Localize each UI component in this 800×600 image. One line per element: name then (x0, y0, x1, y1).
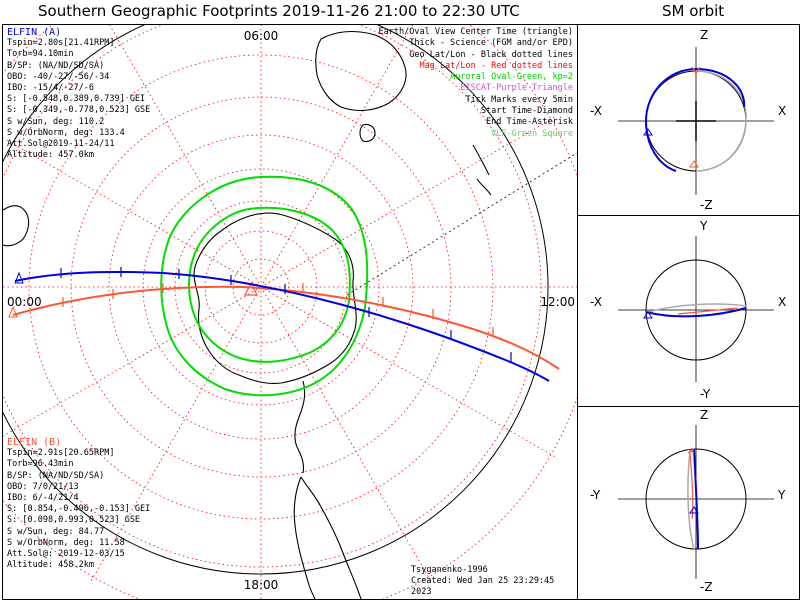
elfin-b-info-line: S w/OrbNorm, deg: 11.58 (7, 537, 125, 548)
elfin-a-info: ELFIN (A) Tspin=2.80s[21.41RPM] Torb=94.1… (7, 27, 150, 161)
legend-entry: End Time-Asterisk (486, 117, 573, 128)
sm-xy-canvas: Y -Y -X X (590, 219, 786, 401)
elfin-a-info-line: Torb=94.10min (7, 49, 74, 60)
earth-limb (3, 25, 549, 575)
clock-label-right: 12:00 (540, 295, 575, 309)
legend-entry: Auroral Oval-Green, kp=2 (450, 72, 573, 83)
elfin-a-info-line: S: [-0.349,-0.778,0.523] GSE (7, 105, 151, 116)
clock-label-top: 06:00 (244, 29, 279, 43)
elfin-b-info-line: Altitude: 458.2km (7, 560, 94, 571)
elfin-b-center-triangle (244, 281, 258, 296)
created-label: Created: Wed Jan 25 23:29:45 2023 (411, 576, 555, 597)
sm2-label-bottom: -Y (700, 387, 711, 401)
elfin-b-track (12, 285, 560, 370)
elfin-b-lines: Tspin=2.91s[20.65RPM] Torb=96.43min B/SP: … (7, 448, 150, 571)
new-zealand-outline (472, 144, 492, 196)
sm-yz-canvas: Z -Z -Y Y (590, 408, 786, 594)
elfin-a-ticks (60, 267, 512, 362)
map-canvas: 06:00 00:00 12:00 18:00 (3, 25, 577, 599)
elfin-a-info-line: IBO: -15/4/-27/-6 (7, 83, 94, 94)
sm-orbit-yz-panel: Z -Z -Y Y (577, 406, 800, 600)
main-title: Southern Geographic Footprints 2019-11-2… (38, 2, 520, 20)
legend-entry: EISCAT-Purple Triangle (460, 83, 573, 94)
legend-entry: Earth/Oval View Center Time (triangle) (378, 27, 573, 37)
auroral-oval-outer (160, 175, 369, 397)
clock-label-left: 00:00 (7, 295, 42, 309)
sm3-label-left: -Y (590, 488, 601, 502)
africa-outline (3, 205, 30, 247)
sm-xz-canvas: Z -Z -X X (590, 28, 786, 212)
australia-outline (315, 30, 407, 112)
elfin-b-start-marker (8, 305, 18, 318)
elfin-b-info-line: Tspin=2.91s[20.65RPM] (7, 448, 115, 459)
auroral-oval-inner (188, 206, 351, 363)
sm1-label-top: Z (700, 28, 708, 42)
elfin-b-info-line: S: [0.098,0.993,0.523] GSE (7, 515, 141, 526)
sm3-label-top: Z (700, 408, 708, 422)
sm1-label-left: -X (590, 104, 602, 118)
model-label: Tsyganenko-1996 (411, 565, 488, 575)
clock-label-bottom: 18:00 (244, 578, 279, 592)
elfin-b-ticks (62, 283, 494, 337)
elfin-b-info-line: Att.Sol@: 2019-12-03/15 (7, 549, 125, 560)
elfin-b-info-line: IBO: 6/-4/21/4 (7, 493, 79, 504)
sm3-label-right: Y (777, 488, 786, 502)
elfin-b-info-line: Torb=96.43min (7, 459, 74, 470)
sm-orbit-xz-panel: Z -Z -X X (577, 24, 800, 216)
elfin-a-name: ELFIN (A) (7, 27, 62, 38)
elfin-a-info-line: S w/Sun, deg: 110.2 (7, 116, 105, 127)
elfin-a-start-marker (14, 271, 24, 284)
elfin-a-track (14, 270, 550, 382)
elfin-b-name: ELFIN (B) (7, 437, 62, 448)
elfin-a-info-line: S: [-0.548,0.389,0.739] GEI (7, 94, 146, 105)
tasmania-outline (359, 123, 376, 143)
elfin-b-info: ELFIN (B) Tspin=2.91s[20.65RPM] Torb=96.4… (7, 437, 150, 571)
sm-orbit-xy-panel: Y -Y -X X (577, 215, 800, 407)
footprint-map: 06:00 00:00 12:00 18:00 ELFIN (A) Tspin=… (2, 24, 578, 600)
antarctica-outline (193, 212, 357, 384)
south-america-outline (293, 476, 362, 599)
elfin-b-info-line: OBO: 7/0/21/13 (7, 481, 79, 492)
elfin-a-info-line: Att.Sol@2019-11-24/11 (7, 139, 115, 150)
elfin-a-info-line: OBO: -40/-27/-56/-34 (7, 71, 110, 82)
legend-entry: Start Time-Diamond (480, 106, 573, 117)
legend-entry: Tick Marks every 5min (465, 94, 573, 105)
map-legend: Earth/Oval View Center Time (triangle) Th… (379, 27, 573, 140)
sm-orbit-title: SM orbit (662, 2, 725, 20)
sm2-label-top: Y (699, 219, 708, 233)
sm1-label-right: X (778, 104, 786, 118)
antarctic-peninsula (294, 380, 306, 474)
elfin-b-info-line: S w/Sun, deg: 84.77 (7, 526, 105, 537)
sm1-label-bottom: -Z (700, 198, 713, 212)
elfin-a-info-line: Tspin=2.80s[21.41RPM] (7, 38, 115, 49)
mag-lon-lines (3, 25, 577, 599)
elfin-a-info-line: S w/OrbNorm, deg: 133.4 (7, 127, 125, 138)
elfin-a-info-line: Altitude: 457.0km (7, 150, 94, 161)
elfin-b-info-line: B/SP: (NA/ND/SD/SA) (7, 470, 105, 481)
legend-entry: Mag Lat/Lon - Red dotted lines (419, 60, 573, 71)
legend-entry: Geo Lat/Lon - Black dotted lines (409, 49, 573, 60)
elfin-a-lines: Tspin=2.80s[21.41RPM] Torb=94.10min B/SP: … (7, 38, 150, 161)
sm3-label-bottom: -Z (700, 580, 713, 594)
sm2-label-left: -X (590, 295, 602, 309)
elfin-b-info-line: S: [0.854,-0.496,-0.153] GEI (7, 504, 151, 515)
legend-entry: Thick - Science (FGM and/or EPD) (409, 38, 573, 49)
map-footer: Tsyganenko-1996 Created: Wed Jan 25 23:2… (411, 565, 577, 598)
elfin-a-info-line: B/SP: (NA/ND/SD/SA) (7, 60, 105, 71)
legend-entry: VLF-Green Square (491, 128, 573, 139)
view-center-line (346, 152, 577, 296)
sm2-label-right: X (778, 295, 786, 309)
